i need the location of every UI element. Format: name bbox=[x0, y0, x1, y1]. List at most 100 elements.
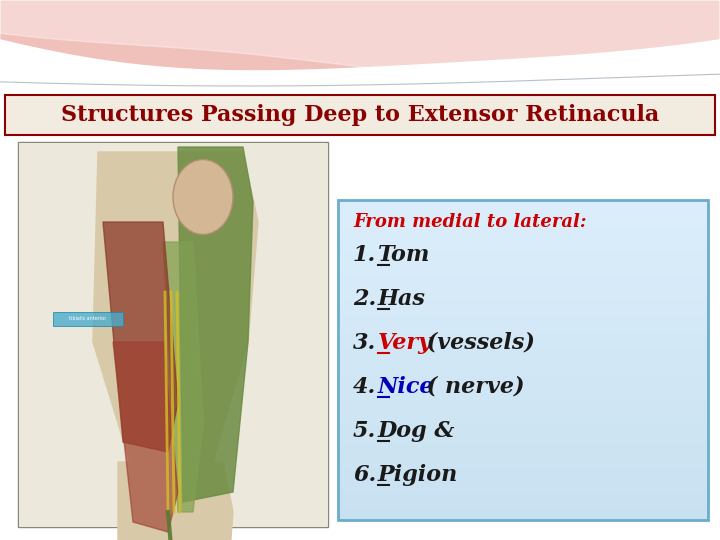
Text: 5.: 5. bbox=[353, 420, 377, 442]
Bar bbox=[338, 352, 708, 357]
Bar bbox=[338, 456, 708, 461]
Bar bbox=[338, 264, 708, 269]
Bar bbox=[338, 376, 708, 381]
Bar bbox=[338, 336, 708, 341]
Text: tibialis anterior: tibialis anterior bbox=[69, 316, 107, 321]
Bar bbox=[338, 448, 708, 453]
Bar bbox=[338, 212, 708, 217]
Bar bbox=[338, 480, 708, 485]
Bar bbox=[338, 400, 708, 405]
Text: 4.: 4. bbox=[353, 376, 377, 398]
Bar bbox=[338, 276, 708, 281]
Bar bbox=[338, 232, 708, 237]
Bar bbox=[338, 404, 708, 409]
Bar bbox=[338, 316, 708, 321]
Bar bbox=[338, 260, 708, 265]
Bar bbox=[338, 388, 708, 393]
Bar bbox=[338, 200, 708, 205]
Bar bbox=[338, 364, 708, 369]
Bar bbox=[338, 328, 708, 333]
Text: 6.: 6. bbox=[353, 464, 377, 486]
Bar bbox=[338, 504, 708, 509]
Text: Tom: Tom bbox=[378, 244, 431, 266]
Bar bbox=[338, 200, 708, 520]
Bar bbox=[338, 324, 708, 329]
Bar bbox=[338, 224, 708, 229]
Bar bbox=[338, 512, 708, 517]
Polygon shape bbox=[178, 147, 253, 502]
Bar bbox=[338, 416, 708, 421]
Text: Structures Passing Deep to Extensor Retinacula: Structures Passing Deep to Extensor Reti… bbox=[61, 104, 659, 126]
Bar bbox=[338, 272, 708, 277]
Bar bbox=[338, 332, 708, 337]
Text: ( nerve): ( nerve) bbox=[419, 376, 524, 398]
Bar bbox=[338, 296, 708, 301]
Bar bbox=[338, 428, 708, 433]
Bar bbox=[338, 240, 708, 245]
Text: 3.: 3. bbox=[353, 332, 377, 354]
Polygon shape bbox=[163, 242, 203, 512]
Bar bbox=[338, 420, 708, 425]
Bar bbox=[338, 464, 708, 469]
Bar bbox=[338, 344, 708, 349]
Bar bbox=[338, 312, 708, 317]
Bar bbox=[338, 476, 708, 481]
Bar bbox=[338, 460, 708, 465]
Polygon shape bbox=[93, 152, 258, 472]
Bar bbox=[338, 292, 708, 297]
Bar bbox=[338, 380, 708, 385]
Bar bbox=[338, 408, 708, 413]
Polygon shape bbox=[0, 0, 720, 70]
Bar bbox=[338, 360, 708, 365]
Bar bbox=[338, 412, 708, 417]
Bar bbox=[338, 284, 708, 289]
Bar bbox=[338, 236, 708, 241]
Bar bbox=[338, 452, 708, 457]
Text: 2.: 2. bbox=[353, 288, 377, 310]
Bar bbox=[18, 142, 328, 527]
Bar bbox=[338, 368, 708, 373]
Bar bbox=[338, 204, 708, 209]
Bar bbox=[338, 256, 708, 261]
Bar bbox=[338, 508, 708, 513]
Bar bbox=[338, 396, 708, 401]
Text: Very: Very bbox=[378, 332, 432, 354]
Bar bbox=[338, 392, 708, 397]
Text: From medial to lateral:: From medial to lateral: bbox=[353, 213, 587, 231]
Bar bbox=[338, 300, 708, 305]
Bar bbox=[338, 356, 708, 361]
Text: 1.: 1. bbox=[353, 244, 377, 266]
Bar bbox=[338, 484, 708, 489]
Bar bbox=[338, 220, 708, 225]
Bar bbox=[338, 268, 708, 273]
Bar bbox=[338, 228, 708, 233]
Bar bbox=[19, 143, 327, 526]
Bar bbox=[338, 320, 708, 325]
Text: Dog &: Dog & bbox=[378, 420, 456, 442]
Ellipse shape bbox=[173, 159, 233, 234]
Text: (vessels): (vessels) bbox=[419, 332, 535, 354]
Bar bbox=[53, 312, 123, 326]
Bar bbox=[338, 248, 708, 253]
Bar bbox=[338, 492, 708, 497]
Polygon shape bbox=[0, 0, 720, 83]
Bar bbox=[338, 252, 708, 257]
Bar bbox=[338, 516, 708, 521]
Bar bbox=[338, 208, 708, 213]
Bar bbox=[338, 472, 708, 477]
Polygon shape bbox=[118, 462, 233, 540]
Bar bbox=[338, 468, 708, 473]
Bar bbox=[338, 280, 708, 285]
Polygon shape bbox=[113, 342, 178, 532]
Bar bbox=[338, 444, 708, 449]
Text: Nice: Nice bbox=[378, 376, 434, 398]
Bar bbox=[338, 216, 708, 221]
Bar bbox=[338, 424, 708, 429]
Polygon shape bbox=[103, 222, 178, 452]
Bar bbox=[338, 244, 708, 249]
Bar bbox=[338, 432, 708, 437]
Bar bbox=[338, 440, 708, 445]
Bar bbox=[338, 496, 708, 501]
Bar bbox=[338, 308, 708, 313]
Bar bbox=[338, 348, 708, 353]
